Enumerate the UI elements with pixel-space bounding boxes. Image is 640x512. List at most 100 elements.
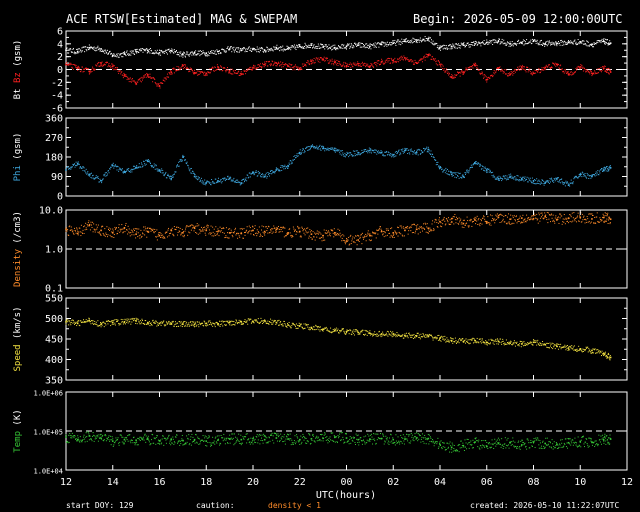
data-point	[576, 69, 578, 71]
data-point	[69, 168, 71, 170]
data-point	[114, 322, 116, 324]
data-point	[75, 164, 77, 166]
data-point	[65, 228, 67, 231]
data-point	[87, 68, 89, 70]
data-point	[324, 239, 326, 241]
data-point	[350, 243, 352, 245]
data-point	[593, 72, 595, 74]
data-point	[219, 180, 221, 182]
data-point	[247, 323, 249, 325]
data-point	[163, 52, 165, 54]
data-point	[377, 151, 379, 153]
data-point	[412, 63, 414, 65]
data-point	[147, 230, 149, 233]
data-point	[361, 42, 363, 44]
data-point	[459, 44, 461, 46]
data-point	[603, 39, 605, 41]
data-point	[115, 227, 117, 229]
data-point	[384, 232, 386, 234]
data-point	[301, 227, 303, 229]
data-point	[313, 147, 315, 149]
data-point	[234, 324, 236, 326]
data-point	[137, 232, 139, 234]
data-point	[467, 225, 469, 227]
data-point	[245, 48, 247, 50]
data-point	[255, 171, 257, 173]
data-point	[197, 74, 199, 76]
data-point	[251, 171, 253, 173]
data-point	[535, 179, 537, 181]
data-point	[213, 235, 215, 237]
data-point	[594, 175, 596, 177]
y-axis-label-part: (gsm)	[13, 40, 23, 73]
data-point	[333, 149, 335, 151]
data-point	[318, 231, 320, 233]
data-point	[316, 57, 318, 59]
data-point	[428, 151, 430, 153]
data-point	[533, 72, 534, 74]
data-point	[296, 231, 298, 233]
data-point	[237, 72, 239, 74]
data-point	[502, 178, 504, 180]
data-point	[449, 174, 451, 176]
data-point	[131, 50, 133, 52]
data-point	[102, 178, 104, 180]
data-point	[497, 217, 499, 219]
data-point	[179, 55, 181, 57]
data-point	[531, 74, 533, 76]
data-point	[276, 226, 278, 228]
data-point	[553, 42, 555, 44]
data-point	[230, 320, 232, 322]
data-point	[417, 154, 419, 156]
data-point	[496, 42, 498, 44]
data-point	[111, 163, 113, 165]
data-point	[554, 217, 556, 219]
data-point	[310, 230, 312, 232]
data-point	[324, 150, 326, 152]
data-point	[112, 162, 114, 164]
data-point	[496, 178, 498, 180]
data-point	[478, 42, 480, 44]
data-point	[325, 148, 327, 150]
data-point	[121, 321, 123, 323]
data-point	[359, 63, 361, 65]
data-point	[209, 182, 211, 184]
data-point	[123, 170, 125, 172]
data-point	[350, 152, 352, 154]
data-point	[234, 181, 236, 183]
data-point	[598, 39, 600, 41]
data-point	[250, 68, 252, 70]
data-point	[357, 331, 359, 334]
data-point	[373, 232, 375, 234]
data-point	[559, 213, 561, 215]
data-point	[80, 49, 82, 51]
data-point	[585, 218, 587, 220]
data-point	[361, 243, 363, 245]
data-point	[520, 41, 522, 43]
data-point	[591, 72, 593, 75]
data-point	[310, 63, 312, 65]
data-point	[135, 233, 137, 235]
data-point	[442, 223, 444, 225]
data-point	[460, 42, 462, 44]
data-point	[506, 75, 508, 77]
data-point	[256, 320, 258, 322]
data-point	[89, 47, 91, 49]
data-point	[144, 320, 146, 322]
data-point	[377, 42, 379, 44]
data-point	[263, 230, 266, 233]
data-point	[144, 48, 146, 50]
data-point	[117, 230, 119, 232]
data-point	[507, 42, 509, 44]
data-point	[214, 51, 216, 53]
data-point	[74, 53, 76, 55]
data-point	[402, 152, 404, 154]
data-point	[119, 323, 121, 325]
data-point	[437, 64, 439, 66]
data-point	[104, 52, 106, 54]
data-point	[609, 218, 612, 221]
data-point	[71, 66, 73, 68]
data-point	[253, 174, 255, 176]
data-point	[455, 47, 457, 49]
